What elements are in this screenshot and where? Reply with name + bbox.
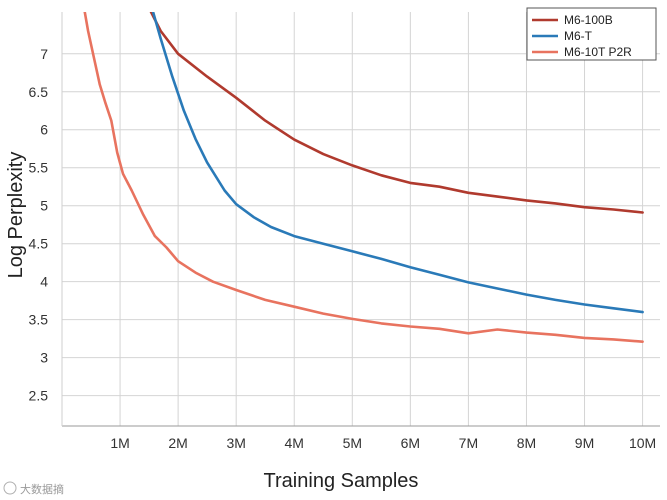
axes bbox=[61, 12, 660, 427]
series-line-1 bbox=[151, 12, 644, 314]
y-tick-label: 7 bbox=[40, 46, 48, 62]
grid bbox=[62, 12, 660, 426]
y-tick-label: 3.5 bbox=[29, 312, 49, 328]
x-tick-label: 5M bbox=[343, 435, 362, 451]
legend: M6-100B M6-T M6-10T P2R bbox=[526, 7, 657, 61]
x-tick-label: 9M bbox=[575, 435, 594, 451]
y-tick-label: 4 bbox=[40, 274, 48, 290]
x-tick-label: 3M bbox=[226, 435, 245, 451]
x-tick-labels: 1M 2M 3M 4M 5M 6M 7M 8M 9M 10M bbox=[110, 435, 656, 451]
x-tick-label: 4M bbox=[285, 435, 304, 451]
series-lines bbox=[83, 12, 644, 344]
y-tick-label: 3 bbox=[40, 350, 48, 366]
x-tick-label: 2M bbox=[168, 435, 187, 451]
y-tick-label: 6.5 bbox=[29, 84, 49, 100]
x-tick-label: 8M bbox=[517, 435, 536, 451]
y-tick-label: 6 bbox=[40, 122, 48, 138]
legend-label: M6-100B bbox=[564, 13, 613, 27]
watermark-logo-icon bbox=[3, 481, 17, 495]
x-tick-label: 10M bbox=[629, 435, 656, 451]
series-line-2 bbox=[83, 12, 644, 344]
y-tick-labels: 2.5 3 3.5 4 4.5 5 5.5 6 6.5 7 bbox=[29, 46, 49, 404]
series-line-0 bbox=[149, 12, 644, 214]
x-tick-label: 6M bbox=[401, 435, 420, 451]
watermark-text: 大数据摘 bbox=[20, 482, 64, 496]
x-tick-label: 7M bbox=[459, 435, 478, 451]
y-tick-label: 5.5 bbox=[29, 160, 49, 176]
x-axis-title: Training Samples bbox=[264, 470, 419, 492]
legend-label: M6-10T P2R bbox=[564, 45, 632, 59]
y-tick-label: 2.5 bbox=[29, 388, 49, 404]
legend-label: M6-T bbox=[564, 29, 593, 43]
y-tick-label: 4.5 bbox=[29, 236, 49, 252]
x-tick-label: 1M bbox=[110, 435, 129, 451]
y-axis-title: Log Perplexity bbox=[5, 152, 27, 279]
y-tick-label: 5 bbox=[40, 198, 48, 214]
